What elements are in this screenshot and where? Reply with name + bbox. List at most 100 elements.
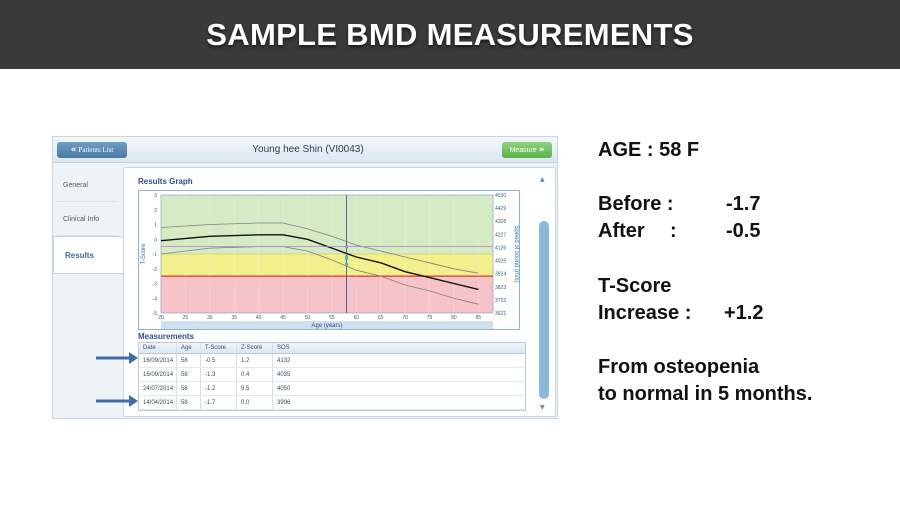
table-header: Date Age T-Score Z-Score SOS [139,343,525,354]
column-header-age[interactable]: Age [177,343,201,353]
y2-tick-label: 4328 [495,219,506,225]
cell-t-score: -0.5 [201,354,237,367]
cell-date: 16/09/2014 [139,368,177,381]
x-tick-label: 45 [280,315,286,321]
patient-title: Young hee Shin (VI0043) [252,144,364,155]
y-tick-label: 0 [154,237,157,243]
series-line-2 [160,234,479,291]
y2-tick-label: 4227 [495,232,506,238]
cell-age: 58 [177,354,201,367]
cell-date: 24/07/2014 [139,382,177,395]
column-header-t-score[interactable]: T-Score [201,343,237,353]
x-tick-label: 55 [329,315,335,321]
y-tick-label: 2 [154,208,157,214]
vertical-scrollbar[interactable]: ▲ ▼ [538,176,550,412]
cell-sos: 4132 [277,358,291,364]
summary-line-2: to normal in 5 months. [598,383,813,405]
double-chevron-left-icon: « [70,145,77,155]
y2-tick-label: 3621 [495,311,506,317]
y-tick-label: -5 [153,311,158,317]
scroll-up-icon[interactable]: ▲ [540,176,545,183]
x-tick-label: 35 [231,315,237,321]
results-chart: 3 2 1 0 -1 -2 -3 -4 -5 4530 4429 4328 4227 4126 4025 39… [138,190,520,330]
cell-date: 16/09/2014 [139,354,177,367]
patients-list-label: Patients List [78,146,114,154]
y-tick-label: -3 [153,282,158,288]
age-line: AGE : 58 F [598,139,700,161]
y-tick-label: -1 [153,252,158,258]
y-tick-label: -2 [153,267,158,273]
after-colon: : [670,220,677,242]
x-axis-label: Age (years) [311,323,342,329]
x-tick-label: 70 [402,315,408,321]
column-header-date[interactable]: Date [139,343,177,353]
cell-t-score: -1.7 [201,396,237,409]
cell-age: 58 [177,396,201,409]
title-banner: SAMPLE BMD MEASUREMENTS [0,0,900,69]
nav-item-clinical-info[interactable]: Clinical Info [57,204,117,236]
before-value: -1.7 [726,193,761,215]
column-header-sos[interactable]: SOS [277,345,290,351]
results-graph-heading: Results Graph [138,177,193,186]
double-chevron-right-icon: » [538,145,545,155]
after-label: After [598,220,645,242]
measurement-point [345,262,349,266]
x-tick-label: 50 [305,315,311,321]
before-label: Before : [598,193,674,215]
x-tick-label: 85 [476,315,482,321]
measurement-point [345,255,349,259]
y2-tick-label: 3924 [495,272,506,278]
x-tick-label: 25 [183,315,189,321]
x-tick-label: 75 [427,315,433,321]
table-row[interactable]: 24/07/2014 58 -1.2 9.5 4050 [139,382,525,396]
cell-z-score: 1.2 [237,354,273,367]
measure-button[interactable]: Measure» [502,142,552,158]
arrow-right-icon [96,395,138,407]
series-line-1 [160,222,479,274]
side-nav: General Clinical Info Results [53,164,123,419]
measurements-heading: Measurements [138,332,195,341]
column-header-z-score[interactable]: Z-Score [237,343,273,353]
cell-z-score: 0.4 [237,368,273,381]
y2-tick-label: 4530 [495,193,506,199]
y-tick-label: 3 [154,193,157,199]
x-tick-label: 80 [451,315,457,321]
y2-tick-label: 4429 [495,206,506,212]
scroll-down-icon[interactable]: ▼ [540,404,545,411]
arrow-right-icon [96,352,138,364]
y-tick-label: 1 [154,223,157,229]
y2-tick-label: 4126 [495,245,506,251]
cell-z-score: 0.0 [237,396,273,409]
measurements-table: Date Age T-Score Z-Score SOS 16/09/2014 … [138,342,526,411]
y-axis-label: T-Score [141,243,147,265]
y2-tick-label: 4025 [495,259,506,265]
increase-label: Increase : [598,302,692,324]
results-panel: Results Graph 3 2 1 0 -1 -2 -3 -4 -5 4530 4429 4328… [123,167,556,417]
x-tick-label: 65 [378,315,384,321]
nav-item-general[interactable]: General [57,170,117,202]
cell-sos: 4035 [277,372,291,378]
cell-sos: 4050 [277,386,291,392]
x-axis-band [161,321,493,329]
after-value: -0.5 [726,220,761,242]
cell-z-score: 9.5 [237,382,273,395]
scrollbar-thumb[interactable] [539,221,549,399]
x-tick-label: 30 [207,315,213,321]
table-row[interactable]: 16/09/2014 58 -1.3 0.4 4035 [139,368,525,382]
table-row[interactable]: 16/09/2014 58 -0.5 1.2 4132 [139,354,525,368]
patients-list-button[interactable]: «Patients List [57,142,127,158]
app-window: «Patients List Young hee Shin (VI0043) M… [52,136,558,419]
zone-osteoporosis [161,276,493,313]
table-row[interactable]: 14/04/2014 58 -1.7 0.0 3996 [139,396,525,410]
t-score-label: T-Score [598,275,672,297]
cell-sos: 3996 [277,400,291,406]
app-header: «Patients List Young hee Shin (VI0043) M… [53,137,557,163]
x-tick-label: 20 [158,315,164,321]
y2-axis-label: Speed of sound (m/s) [513,225,519,282]
x-tick-label: 40 [256,315,262,321]
y2-tick-label: 3722 [495,298,506,304]
nav-item-results[interactable]: Results [53,236,123,274]
cell-t-score: -1.3 [201,368,237,381]
cell-age: 58 [177,368,201,381]
y2-tick-label: 3823 [495,285,506,291]
